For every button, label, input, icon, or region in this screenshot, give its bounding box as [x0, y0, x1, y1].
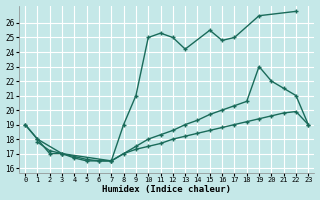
X-axis label: Humidex (Indice chaleur): Humidex (Indice chaleur) — [102, 185, 231, 194]
